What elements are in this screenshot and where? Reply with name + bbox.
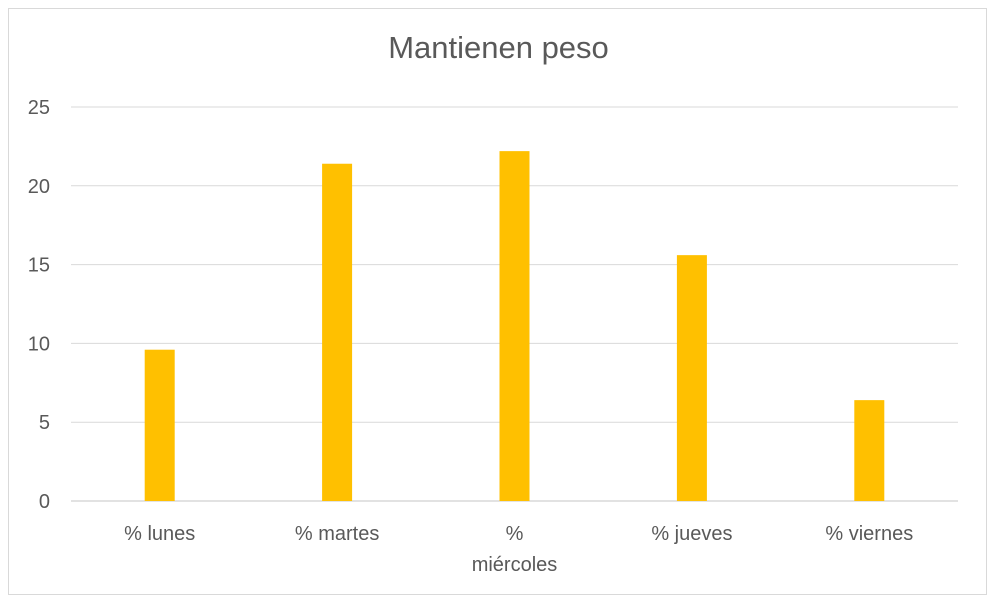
- x-tick-label: % jueves: [651, 523, 732, 545]
- bar: [499, 151, 530, 502]
- y-tick-label: 5: [39, 412, 50, 434]
- y-tick-label: 15: [28, 255, 50, 277]
- bar: [676, 255, 707, 501]
- y-tick-label: 25: [28, 97, 50, 119]
- x-tick-label: % martes: [295, 523, 379, 545]
- y-tick-label: 20: [28, 176, 50, 198]
- x-tick-label: % lunes: [124, 523, 195, 545]
- chart-title: Mantienen peso: [388, 30, 609, 65]
- y-tick-label: 10: [28, 333, 50, 355]
- y-tick-label: 0: [39, 491, 50, 513]
- bar: [854, 400, 885, 501]
- x-axis-ticks: % lunes % martes % miércoles % jueves % viern…: [124, 523, 913, 576]
- x-tick-label: % miércoles: [472, 523, 558, 576]
- bars: [144, 151, 885, 502]
- y-axis-ticks: 0 5 10 15 20 25: [28, 97, 50, 513]
- bar: [322, 163, 353, 501]
- bar: [144, 349, 175, 501]
- x-tick-label: % viernes: [825, 523, 913, 545]
